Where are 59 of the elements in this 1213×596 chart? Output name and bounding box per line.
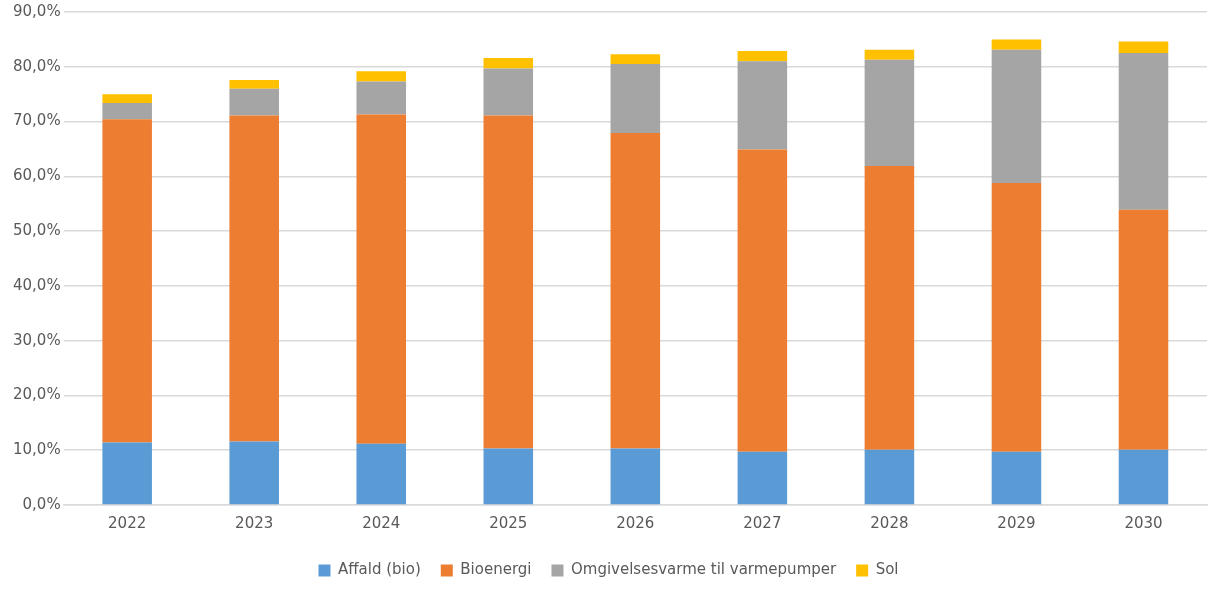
x-tick-label: 2022 bbox=[108, 513, 147, 532]
bar bbox=[610, 133, 661, 449]
y-tick-label: 30,0% bbox=[13, 330, 61, 349]
x-tick-label: 2024 bbox=[362, 513, 401, 532]
x-tick-label: 2028 bbox=[870, 513, 909, 532]
bar bbox=[991, 49, 1042, 183]
y-tick-label: 0,0% bbox=[22, 494, 61, 513]
bar bbox=[229, 115, 279, 442]
bar bbox=[737, 451, 788, 505]
bar bbox=[229, 88, 279, 116]
bar bbox=[610, 54, 661, 65]
bar bbox=[229, 441, 279, 505]
bar bbox=[991, 39, 1042, 50]
x-tick-label: 2029 bbox=[997, 513, 1036, 532]
bar bbox=[483, 58, 534, 69]
legend-label: Omgivelsesvarme til varmepumper bbox=[570, 560, 837, 579]
bar bbox=[737, 50, 788, 62]
bar bbox=[229, 79, 279, 89]
x-tick-label: 2023 bbox=[235, 513, 274, 532]
y-tick-label: 10,0% bbox=[13, 440, 61, 459]
y-tick-label: 20,0% bbox=[13, 385, 61, 404]
bar bbox=[610, 448, 661, 505]
bar bbox=[356, 71, 407, 82]
y-tick-label: 70,0% bbox=[13, 111, 61, 130]
y-tick-label: 40,0% bbox=[13, 275, 61, 294]
legend-label: Sol bbox=[875, 560, 899, 579]
x-tick-label: 2030 bbox=[1124, 513, 1163, 532]
y-tick-label: 80,0% bbox=[13, 56, 61, 75]
bar bbox=[610, 64, 661, 134]
bar bbox=[864, 59, 915, 166]
bar bbox=[102, 119, 152, 443]
bar bbox=[991, 451, 1042, 505]
bar bbox=[737, 149, 788, 452]
bar bbox=[1118, 41, 1169, 54]
bar bbox=[864, 449, 915, 505]
bar bbox=[483, 115, 534, 449]
bar bbox=[991, 182, 1042, 452]
legend-label: Affald (bio) bbox=[337, 560, 421, 579]
x-tick-label: 2026 bbox=[616, 513, 655, 532]
bar bbox=[102, 442, 152, 505]
bar bbox=[483, 448, 534, 505]
y-tick-label: 50,0% bbox=[13, 221, 61, 239]
bar bbox=[864, 165, 915, 450]
bar bbox=[864, 49, 915, 60]
bar bbox=[737, 61, 788, 150]
x-tick-label: 2025 bbox=[489, 513, 528, 532]
bar bbox=[102, 102, 152, 120]
legend-label: Bioenergi bbox=[460, 560, 532, 579]
bar bbox=[356, 81, 407, 115]
bar bbox=[356, 443, 407, 505]
bar bbox=[1118, 449, 1169, 505]
bar bbox=[102, 94, 152, 103]
y-tick-label: 90,0% bbox=[13, 1, 61, 20]
bar bbox=[356, 114, 407, 444]
x-tick-label: 2027 bbox=[743, 513, 782, 532]
bar bbox=[483, 68, 534, 116]
bar bbox=[1118, 209, 1169, 450]
bar bbox=[1118, 53, 1169, 210]
y-tick-label: 60,0% bbox=[13, 166, 61, 185]
